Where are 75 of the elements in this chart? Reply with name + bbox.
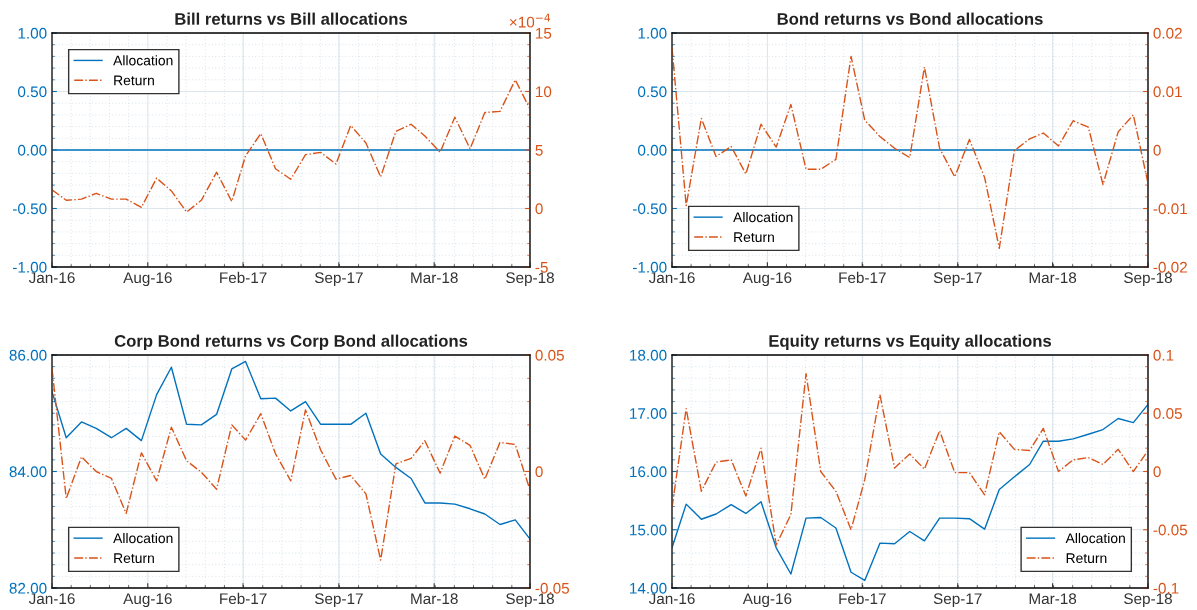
y-tick-label: 0.00 — [18, 144, 47, 156]
legend-label: Return — [1066, 553, 1107, 564]
legend-label: Allocation — [113, 532, 173, 544]
y2-tick-label: -0.05 — [535, 582, 570, 594]
x-tick-label: Sep-17 — [314, 593, 363, 608]
x-tick-label: Feb-17 — [220, 271, 267, 284]
x-tick-label: Sep-17 — [933, 593, 982, 608]
x-tick-label: Sep-18 — [1124, 593, 1172, 608]
legend-label: Return — [114, 75, 154, 86]
y2-tick-label: -0.1 — [1153, 582, 1179, 594]
chart-title: Equity returns vs Equity allocations — [769, 334, 1052, 351]
y-tick-label: 0.50 — [18, 86, 47, 98]
x-tick-label: Jan-16 — [28, 272, 75, 284]
x-tick-label: Aug-16 — [742, 593, 792, 608]
y-tick-label: 1.00 — [638, 27, 667, 39]
y2-tick-label: -5 — [535, 262, 548, 273]
x-tick-label: Jan-16 — [648, 272, 695, 284]
chart-title: Bill returns vs Bill allocations — [175, 12, 408, 25]
x-tick-label: Jan-16 — [648, 593, 695, 605]
x-tick-label: Jan-16 — [28, 593, 75, 605]
y-tick-label: -0.50 — [13, 203, 47, 215]
y2-tick-label: 0 — [1153, 144, 1161, 156]
x-tick-label: Mar-18 — [1029, 272, 1077, 284]
x-tick-label: Mar-18 — [411, 272, 458, 284]
line-series — [672, 403, 1148, 582]
y2-tick-label: 10 — [536, 86, 552, 98]
y2-tick-label: -0.02 — [1153, 261, 1187, 273]
y-tick-label: 17.00 — [630, 408, 667, 419]
y2-tick-label: 0.02 — [1153, 27, 1182, 39]
text: ×10$^{−4}$ — [509, 13, 551, 28]
x-tick-label: Sep-18 — [506, 272, 554, 287]
x-tick-label: Feb-17 — [839, 592, 886, 605]
y-tick-label: 1.00 — [18, 27, 47, 39]
y-tick-label: 15.00 — [630, 524, 667, 536]
x-tick-label: Feb-17 — [220, 592, 267, 605]
legend-label: Return — [734, 232, 774, 243]
x-tick-label: Mar-18 — [411, 593, 458, 605]
y2-tick-label: 0.05 — [535, 349, 564, 361]
y2-tick-label: 0 — [535, 203, 543, 215]
y-tick-label: -1.00 — [633, 261, 667, 273]
chart-title: Bond returns vs Bond allocations — [777, 12, 1043, 25]
y-tick-label: -0.50 — [633, 203, 667, 215]
y2-tick-label: -0.01 — [1153, 203, 1187, 215]
y-tick-label: 84.00 — [9, 466, 47, 478]
line-series — [672, 372, 1148, 546]
y2-tick-label: 0.05 — [1153, 408, 1182, 419]
x-tick-label: Aug-16 — [742, 272, 792, 287]
x-tick-label: Aug-16 — [123, 272, 172, 287]
y-tick-label: 82.00 — [9, 582, 47, 594]
x-tick-label: Sep-17 — [314, 272, 363, 287]
chart-title: Corp Bond returns vs Corp Bond allocations — [114, 334, 468, 351]
y-tick-label: 0.00 — [638, 144, 667, 156]
y2-tick-label: 5 — [535, 145, 543, 156]
x-tick-label: Sep-18 — [506, 593, 554, 608]
legend-label: Allocation — [1065, 532, 1125, 544]
y2-tick-label: 0 — [1153, 466, 1161, 478]
y2-tick-label: 0 — [535, 466, 543, 478]
y-tick-label: 0.50 — [638, 86, 667, 98]
y-tick-label: 86.00 — [9, 349, 47, 361]
y2-tick-label: -0.05 — [1153, 524, 1188, 536]
y-tick-label: 18.00 — [630, 349, 667, 361]
legend-label: Allocation — [113, 55, 173, 66]
x-tick-label: Sep-18 — [1124, 272, 1172, 287]
legend-label: Allocation — [733, 211, 793, 223]
y2-tick-label: 15 — [536, 28, 552, 39]
y-tick-label: 14.00 — [630, 582, 667, 594]
y-tick-label: 16.00 — [630, 466, 667, 478]
x-tick-label: Aug-16 — [123, 593, 172, 608]
x-tick-label: Sep-17 — [933, 272, 982, 287]
y-tick-label: -1.00 — [13, 261, 47, 273]
x-tick-label: Mar-18 — [1029, 593, 1077, 605]
y2-tick-label: 0.1 — [1153, 349, 1174, 361]
legend-label: Return — [114, 553, 154, 564]
y2-tick-label: 0.01 — [1153, 86, 1182, 98]
x-tick-label: Feb-17 — [839, 271, 886, 284]
